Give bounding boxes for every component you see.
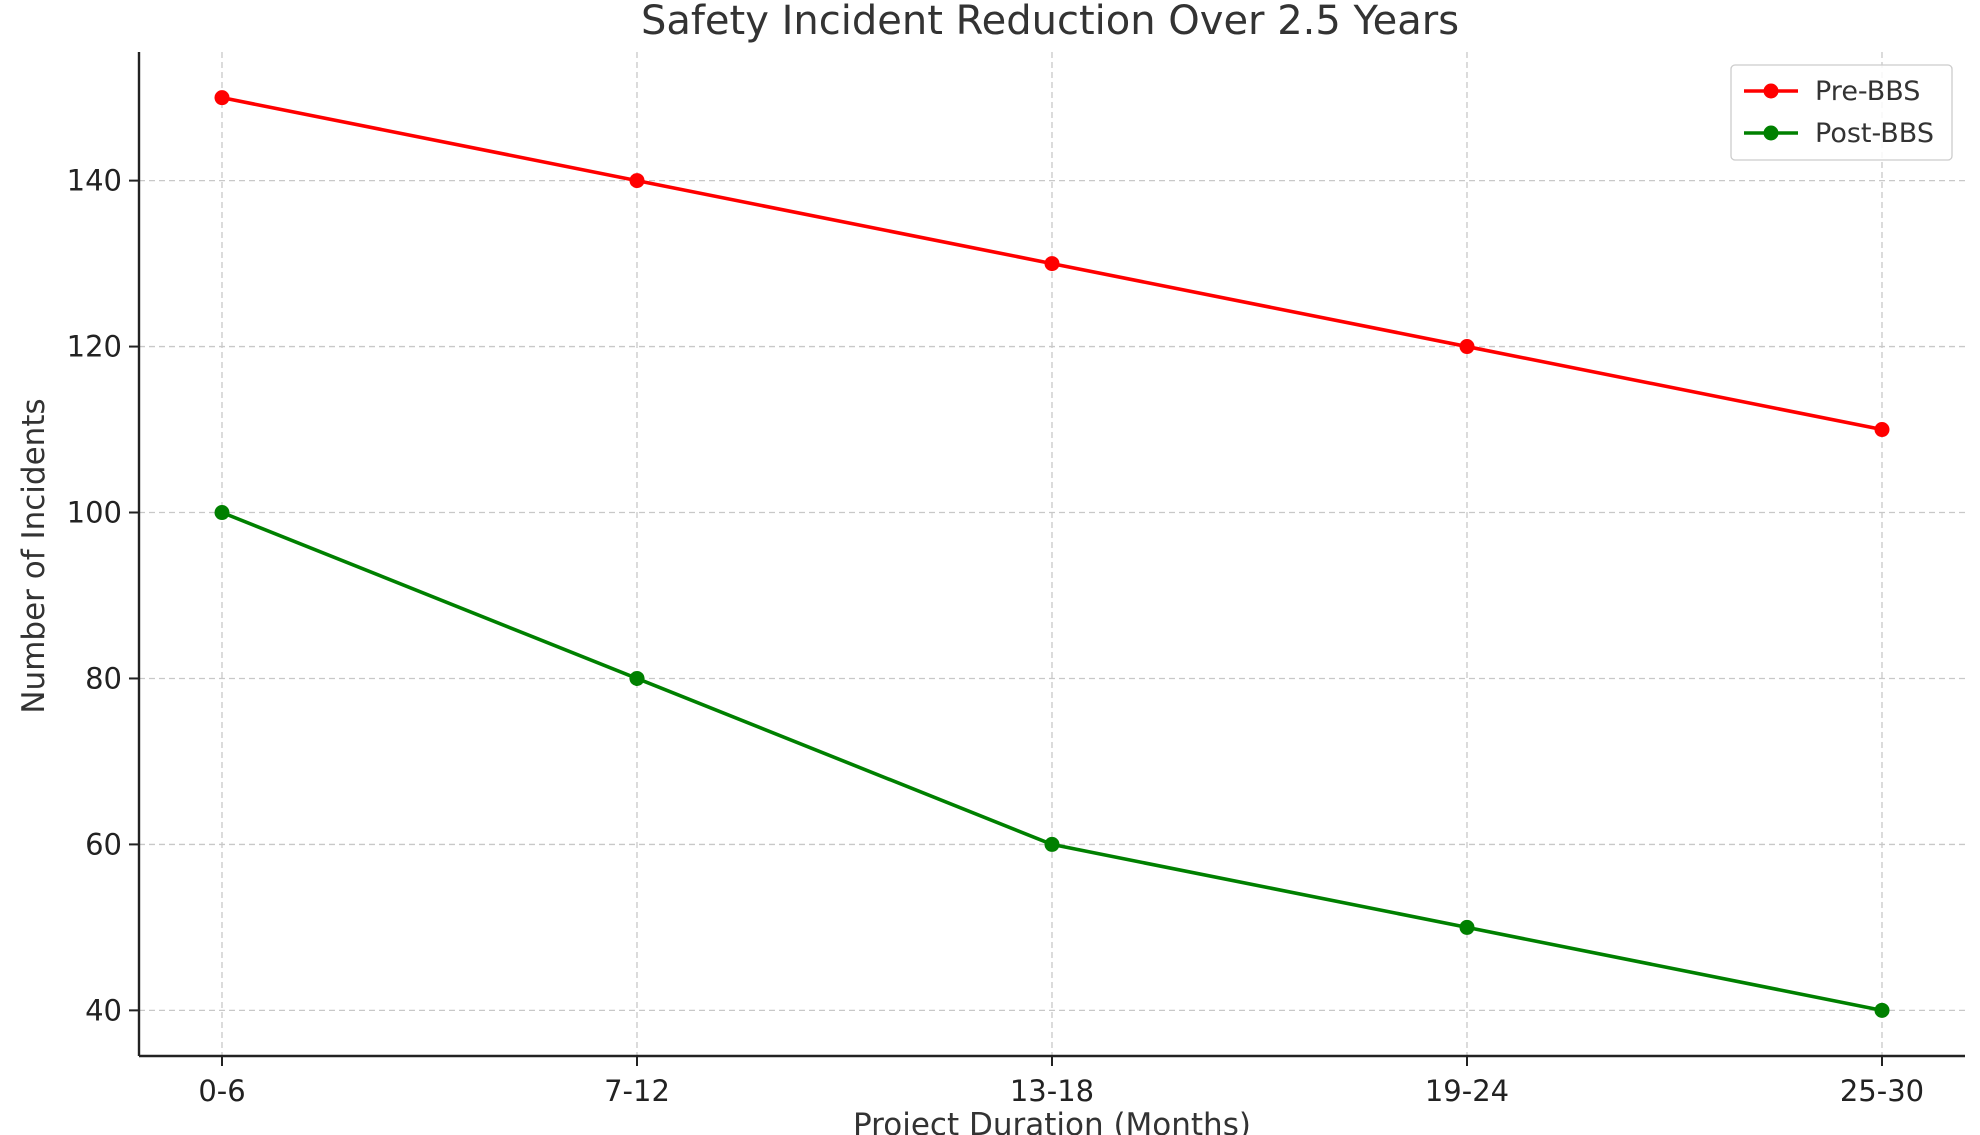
legend-label-pre-bbs: Pre-BBS — [1815, 76, 1920, 107]
series-post-bbs — [214, 505, 1890, 1018]
y-axis-label: Number of Incidents — [16, 398, 52, 713]
y-tick-label: 120 — [67, 330, 122, 364]
data-point-post-bbs — [1044, 836, 1060, 852]
legend-box — [1730, 64, 1953, 161]
x-tick-label: 7-12 — [604, 1074, 670, 1108]
data-point-pre-bbs — [629, 173, 645, 189]
x-tick-label: 19-24 — [1425, 1074, 1509, 1108]
y-tick-label: 60 — [85, 827, 122, 861]
x-tick-label: 13-18 — [1010, 1074, 1094, 1108]
x-tick-label: 25-30 — [1840, 1074, 1924, 1108]
legend-label-post-bbs: Post-BBS — [1815, 118, 1934, 149]
series-pre-bbs — [214, 90, 1890, 438]
y-tick-label: 80 — [85, 661, 122, 695]
x-tick-label: 0-6 — [198, 1074, 245, 1108]
data-point-post-bbs — [629, 670, 645, 686]
data-point-post-bbs — [214, 505, 230, 521]
ticks-layer: 0-6 7-12 13-18 19-24 25-30 40 60 80 100 120 140 — [67, 164, 1925, 1108]
x-axis-label: Project Duration (Months) — [853, 1107, 1251, 1135]
legend-marker-pre-bbs — [1763, 83, 1779, 99]
data-point-post-bbs — [1459, 919, 1475, 935]
data-point-pre-bbs — [1459, 339, 1475, 355]
legend-marker-post-bbs — [1763, 125, 1779, 141]
legend: Pre-BBS Post-BBS — [1730, 64, 1953, 161]
chart-title: Safety Incident Reduction Over 2.5 Years — [641, 0, 1459, 44]
data-point-pre-bbs — [1874, 422, 1890, 438]
legend-items: Pre-BBS Post-BBS — [1744, 76, 1934, 149]
y-tick-label: 40 — [85, 993, 122, 1027]
data-point-pre-bbs — [1044, 256, 1060, 272]
grid-layer — [139, 52, 1965, 1056]
data-point-pre-bbs — [214, 90, 230, 106]
y-tick-label: 140 — [67, 164, 122, 198]
y-tick-label: 100 — [67, 496, 122, 530]
data-point-post-bbs — [1874, 1002, 1890, 1018]
series-layer — [214, 90, 1890, 1018]
